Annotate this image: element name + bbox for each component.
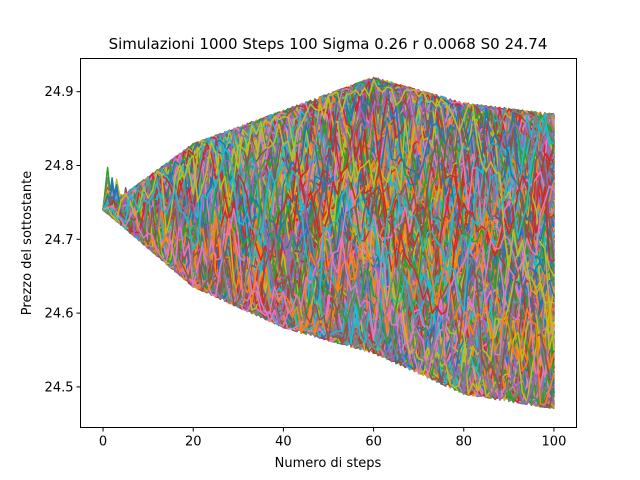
y-tick-label: 24.8: [45, 159, 74, 174]
x-axis-ticks: 0 20 40 60 80 100: [99, 427, 567, 450]
x-axis-label: Numero di steps: [275, 456, 382, 471]
simulation-path: [102, 80, 555, 315]
simulation-path: [103, 85, 555, 325]
x-tick-label: 80: [455, 435, 472, 450]
simulation-path: [102, 105, 555, 342]
x-tick-label: 60: [365, 435, 382, 450]
x-tick-label: 40: [275, 435, 292, 450]
simulation-path: [102, 78, 555, 296]
x-tick-label: 20: [185, 435, 202, 450]
y-axis-ticks: 24.5 24.6 24.7 24.8 24.9: [45, 85, 81, 395]
axes: [80, 58, 577, 428]
simulation-path: [103, 189, 555, 406]
simulation-path: [102, 78, 555, 305]
y-tick-label: 24.6: [45, 307, 74, 322]
plot-lines: [102, 76, 555, 410]
simulation-path: [102, 78, 555, 244]
y-tick-label: 24.9: [45, 85, 74, 100]
simulation-path: [102, 112, 555, 375]
simulation-path: [102, 117, 555, 349]
simulation-path: [102, 116, 555, 313]
y-axis-label: Prezzo del sottostante: [20, 171, 35, 315]
y-tick-label: 24.5: [45, 380, 74, 395]
simulation-path: [102, 195, 555, 406]
y-tick-label: 24.7: [45, 233, 74, 248]
plot-frame: [80, 58, 577, 428]
chart-title: Simulazioni 1000 Steps 100 Sigma 0.26 r …: [109, 35, 548, 53]
x-tick-label: 0: [99, 435, 107, 450]
x-tick-label: 100: [542, 435, 567, 450]
